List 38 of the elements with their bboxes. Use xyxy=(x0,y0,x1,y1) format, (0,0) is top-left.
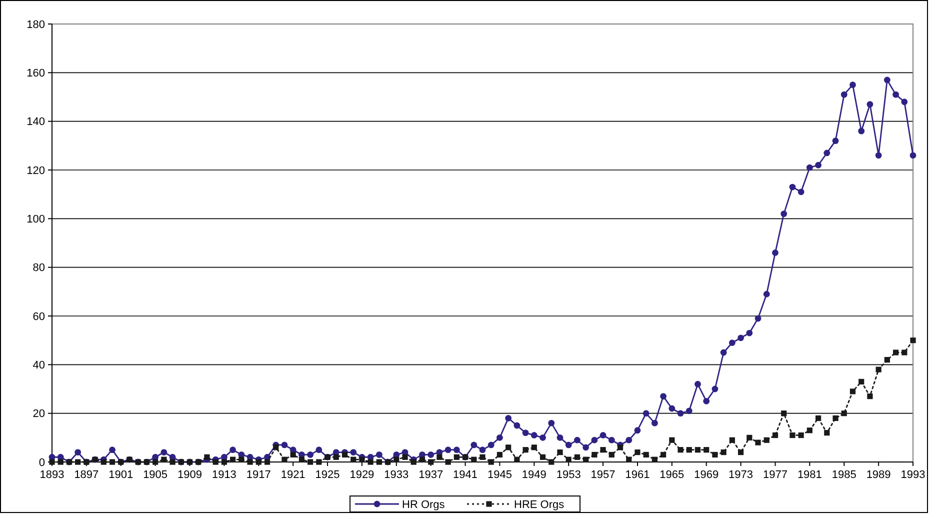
y-tick-label: 100 xyxy=(26,214,45,226)
y-tick-label: 20 xyxy=(32,408,45,420)
y-tick-label: 0 xyxy=(38,456,45,469)
x-tick-label: 1945 xyxy=(487,469,512,481)
x-tick-label: 1925 xyxy=(315,469,340,481)
x-tick-label: 1957 xyxy=(590,469,616,481)
x-tick-label: 1993 xyxy=(900,469,926,481)
legend-label: HRE Orgs xyxy=(514,498,565,511)
x-tick-label: 1965 xyxy=(660,469,684,481)
x-tick-label: 1961 xyxy=(625,469,650,481)
y-tick-label: 180 xyxy=(26,18,45,31)
y-tick-label: 40 xyxy=(32,360,45,372)
x-tick-label: 1917 xyxy=(246,469,271,481)
x-tick-label: 1901 xyxy=(108,469,134,481)
x-tick-label: 1933 xyxy=(384,469,409,481)
x-tick-label: 1913 xyxy=(212,469,236,481)
x-tick-label: 1985 xyxy=(832,469,856,481)
x-tick-label: 1897 xyxy=(74,469,99,481)
x-tick-label: 1941 xyxy=(453,469,478,481)
x-tick-label: 1937 xyxy=(418,469,444,481)
x-tick-label: 1909 xyxy=(178,469,202,481)
x-tick-label: 1953 xyxy=(556,469,581,481)
x-tick-label: 1977 xyxy=(763,469,788,481)
x-tick-label: 1905 xyxy=(143,469,168,481)
x-tick-label: 1949 xyxy=(522,469,546,481)
x-tick-label: 1973 xyxy=(728,469,754,481)
y-tick-label: 120 xyxy=(26,164,45,177)
x-tick-label: 1929 xyxy=(350,469,374,481)
x-tick-label: 1981 xyxy=(797,469,822,481)
x-tick-label: 1989 xyxy=(866,469,891,481)
x-tick-label: 1969 xyxy=(694,469,719,481)
y-tick-label: 60 xyxy=(32,310,45,323)
legend-label: HR Orgs xyxy=(402,498,446,511)
y-tick-label: 140 xyxy=(26,116,45,128)
y-tick-label: 80 xyxy=(32,262,45,274)
x-tick-label: 1893 xyxy=(40,469,64,481)
y-tick-label: 160 xyxy=(26,68,45,80)
x-tick-label: 1921 xyxy=(280,469,306,481)
